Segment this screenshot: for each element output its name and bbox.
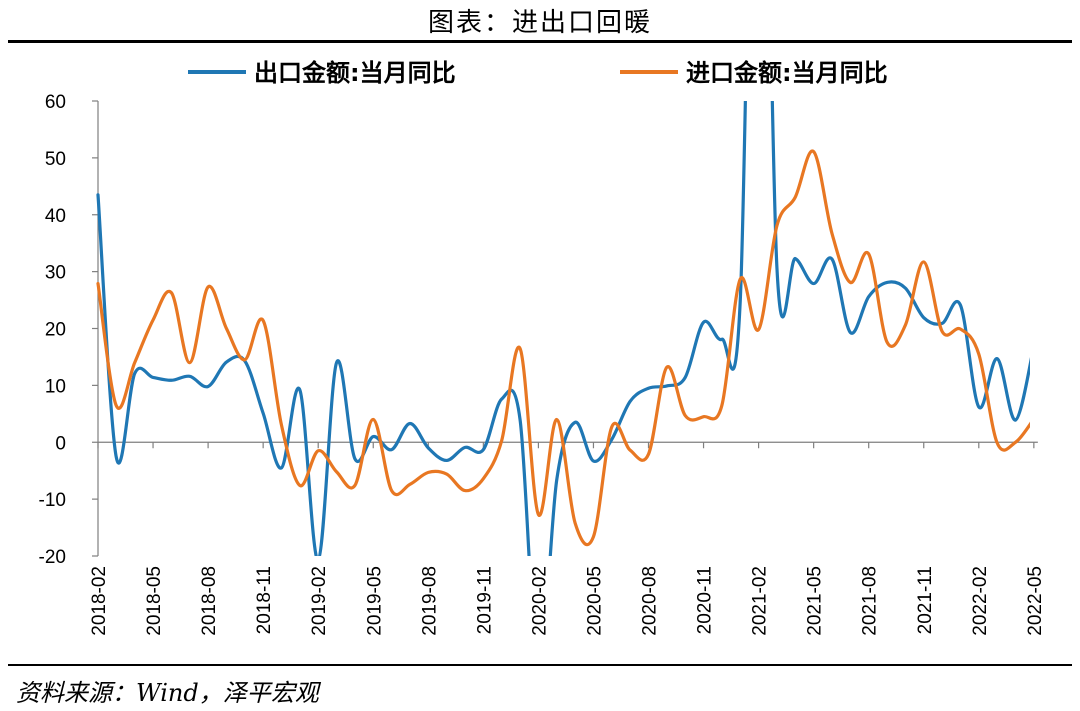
y-tick-label: 40 <box>45 206 66 227</box>
x-tick-label: 2021-02 <box>750 566 771 636</box>
chart-legend: 出口金额:当月同比 进口金额:当月同比 <box>188 59 888 87</box>
chart-title: 图表：进出口回暖 <box>427 8 652 38</box>
x-tick-label: 2020-11 <box>695 566 716 634</box>
x-tick-label: 2021-11 <box>915 566 936 634</box>
x-tick-label: 2018-02 <box>89 566 110 636</box>
series-layer <box>96 101 1030 556</box>
x-tick-label: 2021-05 <box>805 566 826 636</box>
y-tick-label: 0 <box>55 433 66 454</box>
x-tick-label: 2018-11 <box>254 566 275 634</box>
legend-label-import: 进口金额:当月同比 <box>686 59 888 87</box>
y-tick-label: 20 <box>45 320 66 341</box>
y-tick-label: 30 <box>45 263 66 284</box>
y-tick-label: -10 <box>39 490 66 511</box>
x-tick-label: 2019-05 <box>364 566 385 636</box>
y-tick-label: 10 <box>45 376 66 397</box>
x-axis-ticks: 2018-02 2018-05 2018-08 2018-11 2019-02 2019-… <box>89 442 1046 636</box>
legend-label-export: 出口金额:当月同比 <box>254 59 456 87</box>
x-tick-label: 2019-08 <box>419 566 440 636</box>
x-tick-label: 2018-08 <box>199 566 220 636</box>
series-line-import <box>96 149 1030 547</box>
x-tick-label: 2021-08 <box>860 566 881 636</box>
y-axis-ticks: -20 -10 0 10 20 30 40 50 60 <box>39 92 98 568</box>
x-tick-label: 2022-02 <box>970 566 991 636</box>
x-tick-label: 2020-05 <box>584 566 605 636</box>
y-tick-label: -20 <box>39 547 66 568</box>
bottom-rule <box>8 664 1072 666</box>
y-tick-label: 60 <box>45 92 66 113</box>
x-tick-label: 2019-02 <box>309 566 330 636</box>
top-rule <box>8 40 1072 43</box>
x-tick-label: 2022-05 <box>1025 566 1046 636</box>
x-tick-label: 2019-11 <box>474 566 495 634</box>
series-line-export <box>96 101 1030 556</box>
y-tick-label: 50 <box>45 149 66 170</box>
x-tick-label: 2020-08 <box>640 566 661 636</box>
x-tick-label: 2018-05 <box>144 566 165 636</box>
x-tick-label: 2020-02 <box>529 566 550 636</box>
source-note: 资料来源：Wind，泽平宏观 <box>16 679 319 707</box>
